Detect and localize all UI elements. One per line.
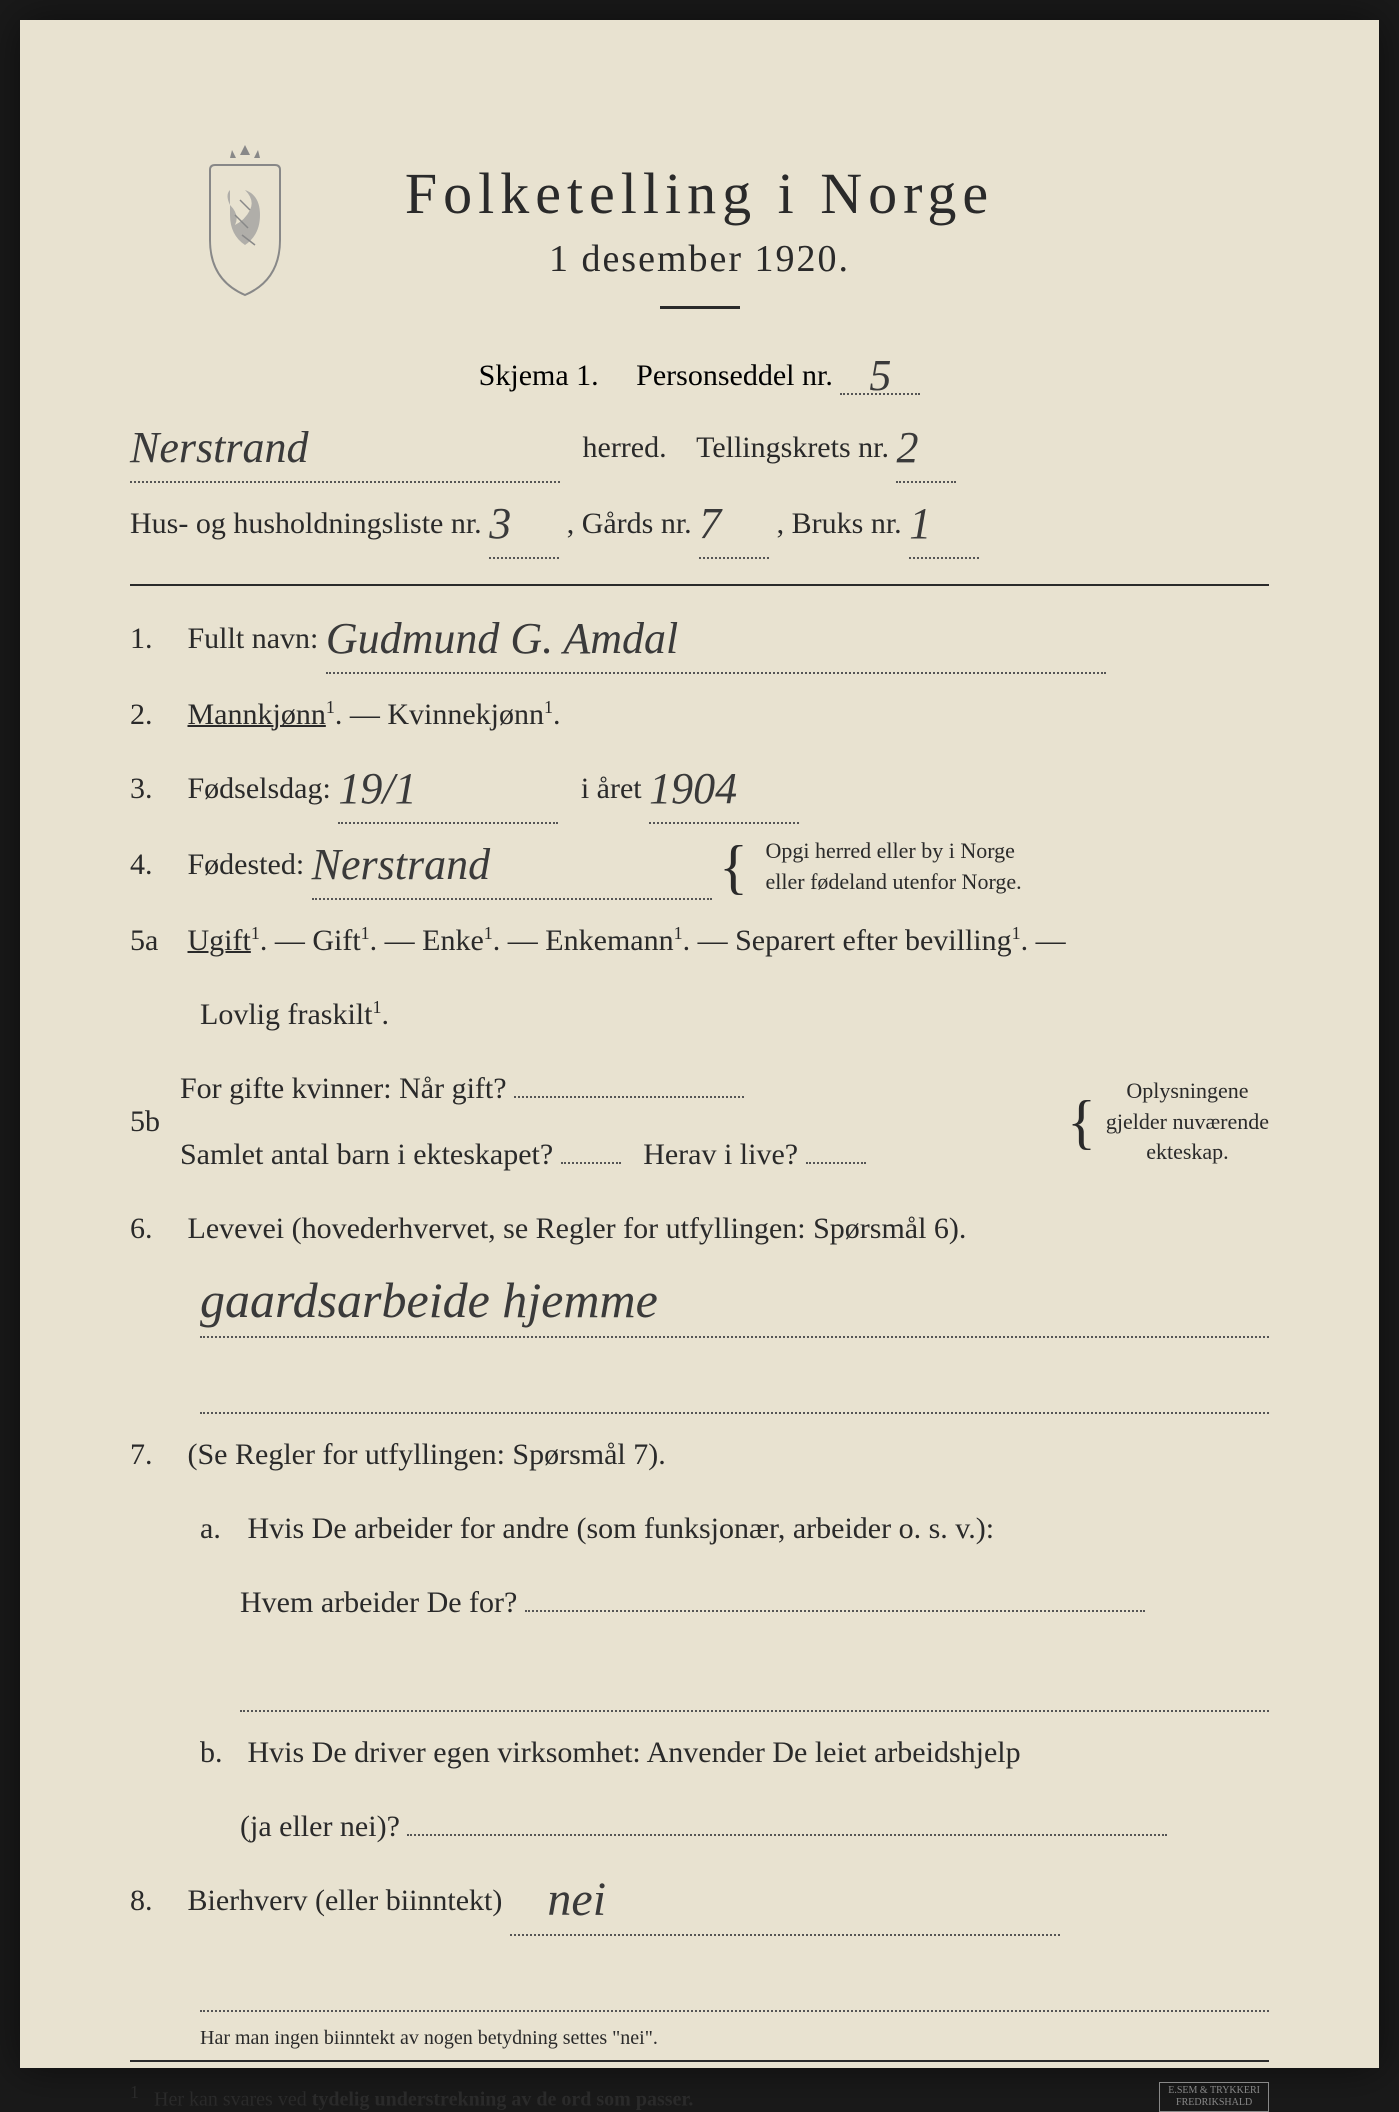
- q8-line: 8. Bierhverv (eller biinntekt) nei: [130, 1868, 1269, 1936]
- title-main: Folketelling i Norge: [130, 160, 1269, 227]
- footnote-2-row: 1 Her kan svares ved tydelig understrekn…: [130, 2082, 1269, 2112]
- q1-line: 1. Fullt navn: Gudmund G. Amdal: [130, 606, 1269, 674]
- q7b-line2: (ja eller nei)?: [130, 1794, 1269, 1860]
- bruks-nr: 1: [909, 499, 931, 548]
- q1-value: Gudmund G. Amdal: [326, 614, 678, 663]
- q5a-separert: Separert efter bevilling: [735, 924, 1012, 957]
- q5a-fraskilt: Lovlig fraskilt: [200, 998, 372, 1031]
- q5a-enke: Enke: [422, 924, 484, 957]
- q5a-num: 5a: [130, 908, 180, 974]
- q7a-blank: [130, 1644, 1269, 1712]
- q1-label: Fullt navn:: [188, 622, 319, 655]
- q5b-note-line3: ekteskap.: [1146, 1139, 1228, 1164]
- q8-value: nei: [547, 1873, 606, 1926]
- q6-num: 6.: [130, 1196, 180, 1262]
- section-divider-1: [130, 584, 1269, 586]
- q5a-enkemann: Enkemann: [545, 924, 673, 957]
- hus-label: Hus- og husholdningsliste nr.: [130, 507, 482, 540]
- q7a-label2: Hvem arbeider De for?: [240, 1586, 517, 1619]
- q1-num: 1.: [130, 606, 180, 672]
- footnote-2: Her kan svares ved tydelig understreknin…: [154, 2089, 693, 2111]
- q7a-num: a.: [200, 1496, 240, 1562]
- hus-line: Hus- og husholdningsliste nr. 3 , Gårds …: [130, 491, 1269, 559]
- q7-num: 7.: [130, 1422, 180, 1488]
- footnote-2-num: 1: [130, 2082, 139, 2102]
- title-date: 1 desember 1920.: [130, 237, 1269, 281]
- q5b-label1: For gifte kvinner: Når gift?: [180, 1072, 507, 1105]
- q5a-gift: Gift: [312, 924, 360, 957]
- q2-kvinne: Kvinnekjønn: [387, 698, 544, 731]
- schema-line: Skjema 1. Personseddel nr. 5: [130, 349, 1269, 395]
- q5a-line2: Lovlig fraskilt1.: [130, 982, 1269, 1048]
- herred-name: Nerstrand: [130, 423, 308, 472]
- stamp-line1: E.SEM & TRYKKERI: [1168, 2085, 1260, 2096]
- q5b-num: 5b: [130, 1089, 180, 1155]
- q4-line: 4. Fødested: Nerstrand { Opgi herred ell…: [130, 832, 1269, 900]
- tellingskrets-label: Tellingskrets nr.: [696, 431, 889, 464]
- q7-line: 7. (Se Regler for utfyllingen: Spørsmål …: [130, 1422, 1269, 1488]
- q8-num: 8.: [130, 1868, 180, 1934]
- herred-line: Nerstrand herred. Tellingskrets nr. 2: [130, 415, 1269, 483]
- personseddel-nr: 5: [869, 351, 891, 400]
- q6-line: 6. Levevei (hovederhvervet, se Regler fo…: [130, 1196, 1269, 1262]
- q5a-ugift: Ugift: [188, 924, 251, 957]
- q5b-label3: Herav i live?: [643, 1138, 798, 1171]
- form-header: Folketelling i Norge 1 desember 1920.: [130, 160, 1269, 309]
- q5b-label2: Samlet antal barn i ekteskapet?: [180, 1138, 553, 1171]
- q8-blank: [130, 1944, 1269, 2012]
- personseddel-label: Personseddel nr.: [636, 359, 833, 392]
- q3-label: Fødselsdag:: [188, 772, 331, 805]
- footer-divider: [130, 2060, 1269, 2062]
- q5b-note: Oplysningene gjelder nuværende ekteskap.: [1106, 1076, 1269, 1168]
- herred-label: herred.: [583, 431, 667, 464]
- q5b-note-line1: Oplysningene: [1126, 1078, 1248, 1103]
- q2-line: 2. Mannkjønn1. — Kvinnekjønn1.: [130, 682, 1269, 748]
- q5b-brace: {: [1067, 1098, 1096, 1146]
- q3-year: 1904: [649, 764, 737, 813]
- gards-label: , Gårds nr.: [567, 507, 692, 540]
- q4-brace: {: [719, 843, 748, 891]
- header-divider: [660, 306, 740, 309]
- q7-label: (Se Regler for utfyllingen: Spørsmål 7).: [188, 1438, 666, 1471]
- q4-label: Fødested:: [188, 848, 305, 881]
- q7a-label1: Hvis De arbeider for andre (som funksjon…: [248, 1512, 995, 1545]
- q5a-line: 5a Ugift1. — Gift1. — Enke1. — Enkemann1…: [130, 908, 1269, 974]
- q8-label: Bierhverv (eller biinntekt): [188, 1884, 503, 1917]
- schema-label: Skjema 1.: [479, 359, 599, 392]
- coat-of-arms: [190, 140, 300, 300]
- footnote-1: Har man ingen biinntekt av nogen betydni…: [130, 2027, 1269, 2050]
- stamp-line2: FREDRIKSHALD: [1176, 2097, 1252, 2108]
- bruks-label: , Bruks nr.: [777, 507, 902, 540]
- q4-note-line2: eller fødeland utenfor Norge.: [765, 869, 1021, 894]
- q6-value-line: gaardsarbeide hjemme: [130, 1270, 1269, 1338]
- q3-day: 19/1: [338, 764, 416, 813]
- printer-stamp: E.SEM & TRYKKERI FREDRIKSHALD: [1159, 2082, 1269, 2112]
- q2-num: 2.: [130, 682, 180, 748]
- q4-num: 4.: [130, 832, 180, 898]
- q7a-line1: a. Hvis De arbeider for andre (som funks…: [130, 1496, 1269, 1562]
- q7b-num: b.: [200, 1720, 240, 1786]
- q3-year-label: i året: [581, 772, 642, 805]
- q7b-line1: b. Hvis De driver egen virksomhet: Anven…: [130, 1720, 1269, 1786]
- q2-mann: Mannkjønn: [188, 698, 326, 731]
- q6-blank-line: [130, 1346, 1269, 1414]
- q7a-line2: Hvem arbeider De for?: [130, 1570, 1269, 1636]
- q4-note-line1: Opgi herred eller by i Norge: [765, 838, 1014, 863]
- q5b-line: 5b For gifte kvinner: Når gift? Samlet a…: [130, 1056, 1269, 1188]
- q6-value: gaardsarbeide hjemme: [200, 1272, 658, 1328]
- census-form-page: Folketelling i Norge 1 desember 1920. Sk…: [20, 20, 1379, 2068]
- q3-num: 3.: [130, 756, 180, 822]
- q5b-note-line2: gjelder nuværende: [1106, 1109, 1269, 1134]
- gards-nr: 7: [699, 499, 721, 548]
- q7b-label2: (ja eller nei)?: [240, 1810, 400, 1843]
- q4-value: Nerstrand: [312, 840, 490, 889]
- tellingskrets-nr: 2: [896, 423, 918, 472]
- q3-line: 3. Fødselsdag: 19/1 i året 1904: [130, 756, 1269, 824]
- q4-note: Opgi herred eller by i Norge eller fødel…: [765, 836, 1021, 898]
- q6-label: Levevei (hovederhvervet, se Regler for u…: [188, 1212, 967, 1245]
- q7b-label1: Hvis De driver egen virksomhet: Anvender…: [248, 1736, 1021, 1769]
- hus-nr: 3: [489, 499, 511, 548]
